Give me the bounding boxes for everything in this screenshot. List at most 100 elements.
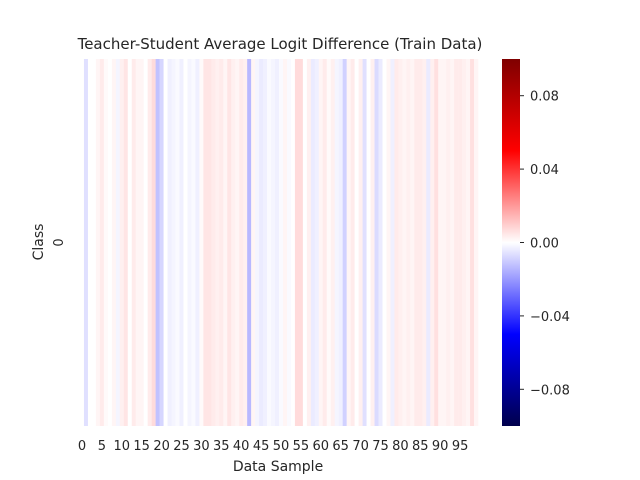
heatmap-cell	[83, 59, 89, 426]
heatmap-cell	[119, 59, 125, 426]
x-tick-label: 35	[213, 439, 230, 454]
colorbar-ticks: 0.08 0.04 0.00 −0.04 −0.08	[520, 90, 570, 398]
heatmap-cell	[171, 59, 176, 426]
heatmap-cell	[418, 59, 423, 426]
heatmap-cell	[267, 59, 272, 426]
heatmap-cell	[458, 59, 463, 426]
heatmap-cell	[159, 59, 164, 426]
heatmap-cell	[470, 59, 475, 426]
heatmap-cell	[422, 59, 427, 426]
heatmap-cell	[358, 59, 363, 426]
heatmap-cell	[342, 59, 347, 426]
x-tick-label: 10	[114, 439, 131, 454]
heatmap-cell	[155, 59, 160, 426]
heatmap-cell	[107, 59, 113, 426]
heatmap-cell	[390, 59, 395, 426]
heatmap-cell	[179, 59, 184, 426]
heatmap-cell	[143, 59, 148, 426]
heatmap-cell	[167, 59, 172, 426]
x-tick-label: 95	[452, 439, 469, 454]
heatmap-cell	[199, 59, 204, 426]
heatmap-cell	[378, 59, 383, 426]
heatmap-cell	[410, 59, 415, 426]
heatmap-cell	[326, 59, 332, 426]
heatmap-cell	[282, 59, 288, 426]
heatmap-cell	[402, 59, 407, 426]
heatmap-cell	[263, 59, 268, 426]
heatmap-cell	[442, 59, 447, 426]
heatmap-cell	[314, 59, 320, 426]
x-tick-label: 0	[78, 439, 86, 454]
heatmap-cell	[139, 59, 144, 426]
heatmap-cell	[450, 59, 455, 426]
x-tick-label: 70	[352, 439, 369, 454]
heatmap-cells	[80, 59, 479, 426]
y-tick-label: 0	[52, 238, 67, 246]
heatmap-cell	[294, 59, 300, 426]
heatmap-cell	[239, 59, 244, 426]
heatmap-cell	[259, 59, 264, 426]
heatmap-cell	[251, 59, 256, 426]
heatmap-cell	[298, 59, 304, 426]
heatmap-cell	[362, 59, 367, 426]
heatmap-cell	[275, 59, 280, 426]
heatmap-cell	[398, 59, 403, 426]
heatmap-cell	[306, 59, 312, 426]
heatmap-cell	[334, 59, 339, 426]
heatmap-cell	[80, 59, 85, 426]
x-axis-label: Data Sample	[233, 459, 323, 475]
y-axis-label: Class	[31, 224, 47, 261]
x-tick-label: 75	[372, 439, 389, 454]
heatmap-cell	[135, 59, 140, 426]
heatmap-cell	[406, 59, 411, 426]
heatmap-cell	[235, 59, 240, 426]
heatmap-cell	[346, 59, 351, 426]
heatmap-cell	[219, 59, 224, 426]
y-axis-ticks: 0	[52, 238, 67, 246]
heatmap-cell	[414, 59, 419, 426]
heatmap-cell	[147, 59, 152, 426]
x-tick-label: 60	[313, 439, 330, 454]
heatmap-cell	[338, 59, 343, 426]
x-tick-label: 40	[233, 439, 250, 454]
heatmap-cell	[279, 59, 284, 426]
heatmap-cell	[175, 59, 180, 426]
x-tick-label: 15	[133, 439, 150, 454]
heatmap-cell	[350, 59, 355, 426]
heatmap-cell	[310, 59, 316, 426]
x-tick-label: 80	[392, 439, 409, 454]
heatmap-cell	[318, 59, 324, 426]
heatmap-cell	[127, 59, 133, 426]
heatmap-cell	[466, 59, 471, 426]
heatmap-cell	[211, 59, 216, 426]
heatmap-cell	[330, 59, 336, 426]
heatmap-cell	[462, 59, 467, 426]
colorbar-tick-label: −0.04	[530, 310, 570, 325]
heatmap-cell	[426, 59, 431, 426]
colorbar	[502, 59, 520, 426]
heatmap-cell	[231, 59, 236, 426]
heatmap-cell	[115, 59, 121, 426]
heatmap-cell	[290, 59, 296, 426]
heatmap-cell	[91, 59, 97, 426]
heatmap-cell	[430, 59, 435, 426]
heatmap-cell	[271, 59, 276, 426]
x-axis-ticks: 0 5 10 15 20 25 30 35 40 45 50 55 60 65 70 75 80 85 90 95	[78, 439, 469, 454]
heatmap-cell	[111, 59, 117, 426]
x-tick-label: 25	[173, 439, 190, 454]
heatmap-cell	[187, 59, 192, 426]
x-tick-label: 30	[193, 439, 210, 454]
heatmap-cell	[227, 59, 232, 426]
heatmap-cell	[366, 59, 371, 426]
heatmap-cell	[183, 59, 188, 426]
heatmap-cell	[195, 59, 200, 426]
heatmap-cell	[103, 59, 109, 426]
heatmap-cell	[434, 59, 439, 426]
heatmap-cell	[386, 59, 391, 426]
heatmap-cell	[370, 59, 375, 426]
x-tick-label: 65	[332, 439, 349, 454]
heatmap-cell	[191, 59, 196, 426]
colorbar-tick-label: 0.04	[530, 163, 559, 178]
heatmap-cell	[302, 59, 308, 426]
